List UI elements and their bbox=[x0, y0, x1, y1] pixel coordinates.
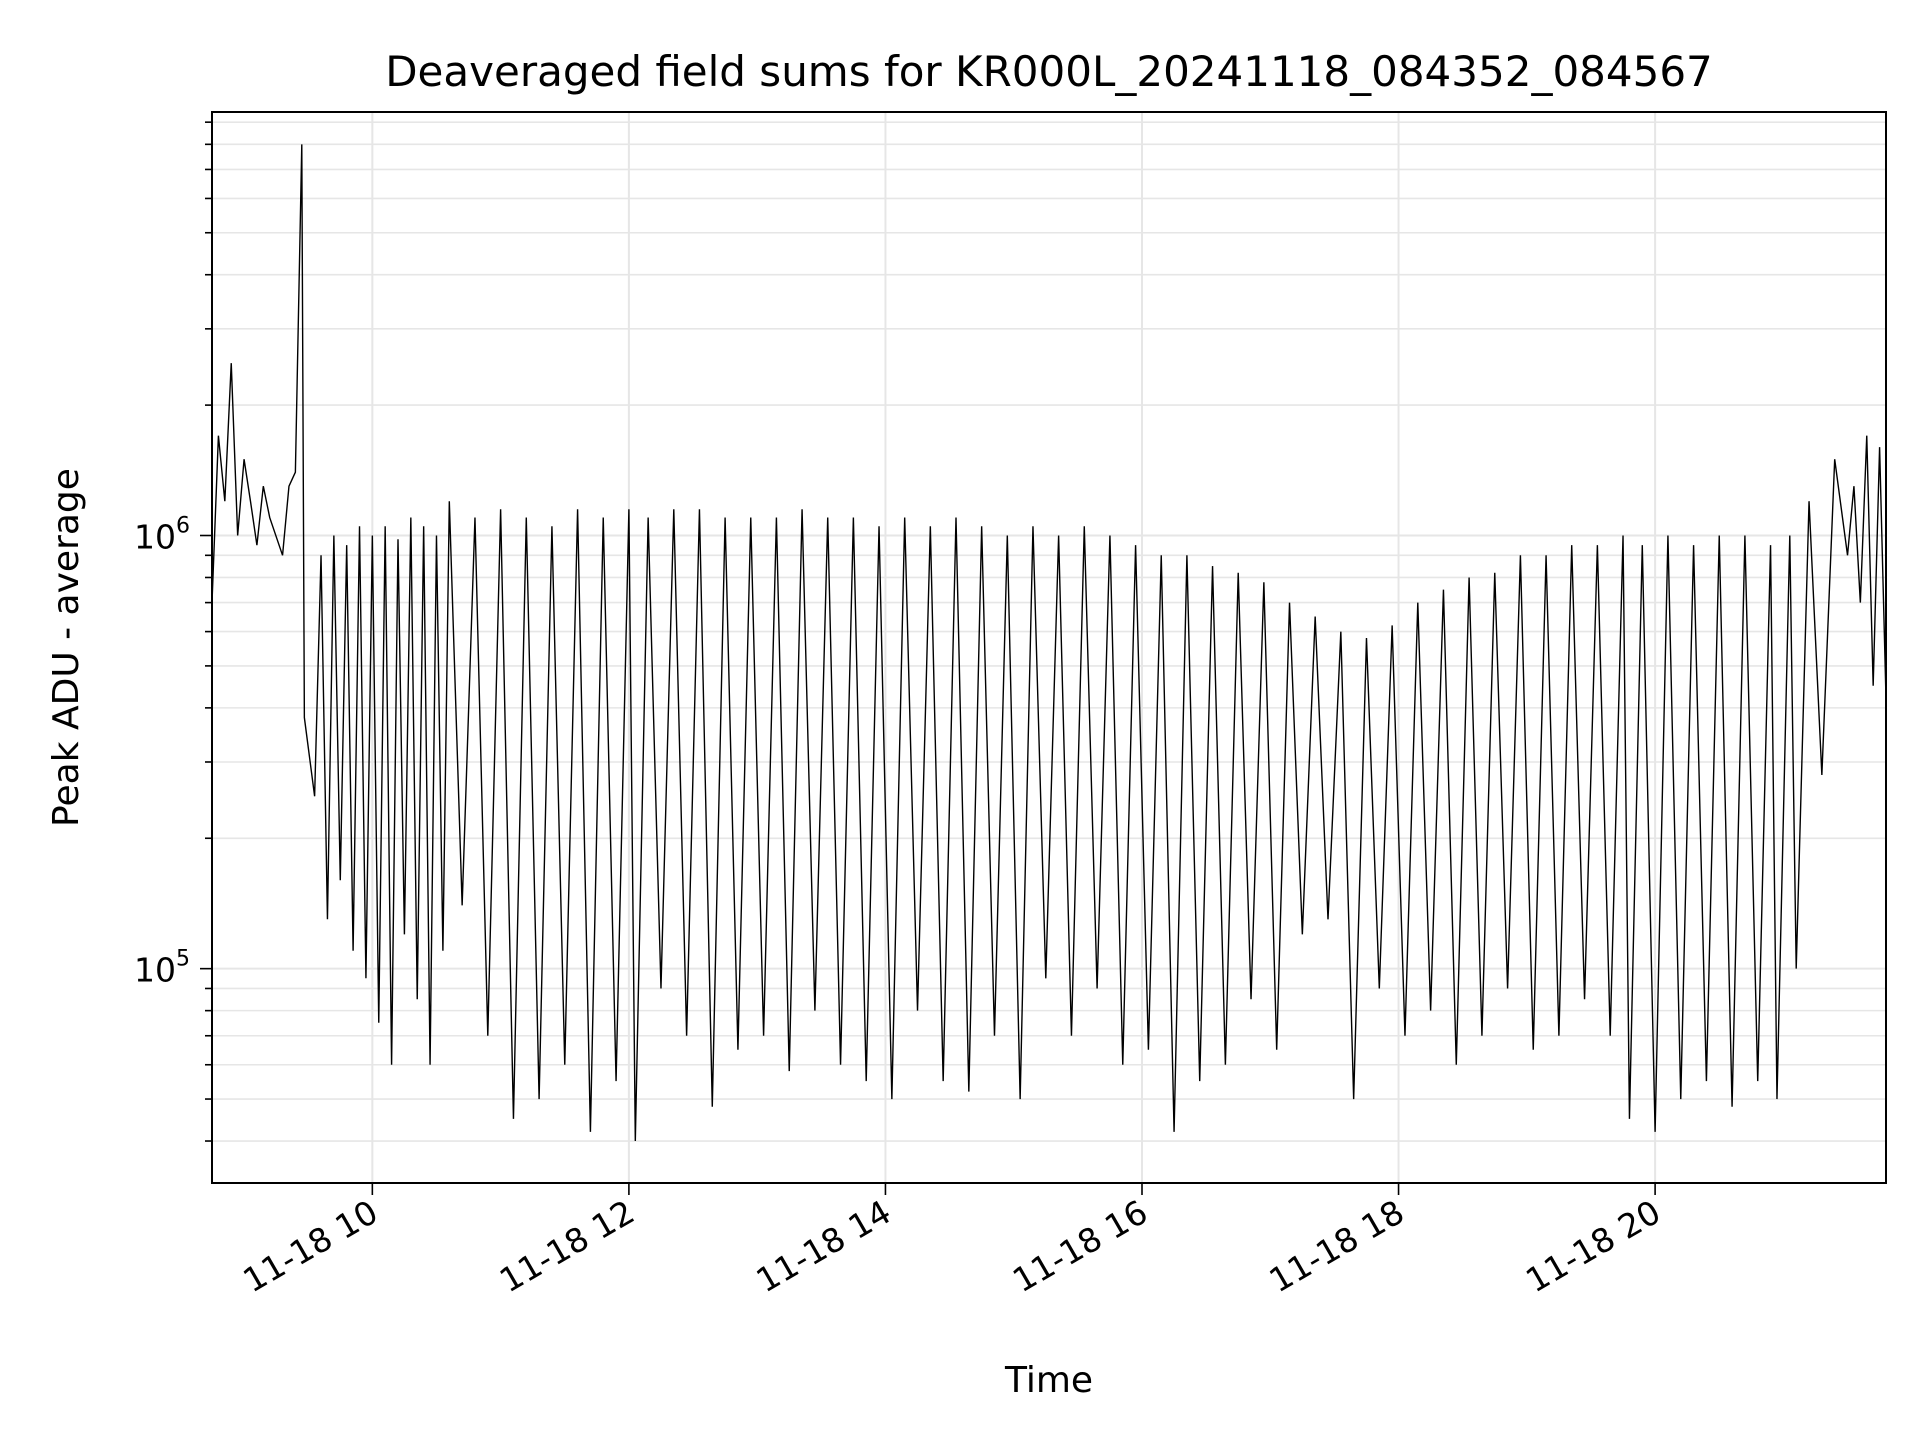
y-tick-label: 105 bbox=[134, 947, 190, 990]
grid bbox=[212, 112, 1886, 1183]
x-axis-label: Time bbox=[1004, 1360, 1093, 1401]
plot-frame bbox=[211, 111, 1887, 1184]
y-tick-label: 106 bbox=[134, 514, 190, 557]
y-axis-label: Peak ADU - average bbox=[46, 468, 87, 827]
series-line bbox=[211, 144, 1887, 1142]
series-layer bbox=[211, 144, 1887, 1142]
chart-title: Deaveraged field sums for KR000L_2024111… bbox=[385, 47, 1713, 96]
